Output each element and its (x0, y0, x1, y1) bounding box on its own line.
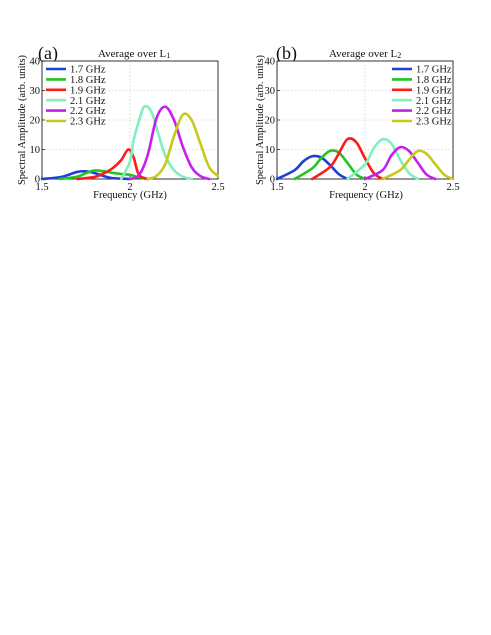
panel-a-title-sub: 1 (166, 51, 170, 60)
legend-label: 2.3 GHz (416, 117, 452, 128)
x-tick-label: 2.5 (446, 182, 459, 193)
panel-b-x-axis-label: Frequency (GHz) (329, 190, 403, 201)
panel-a: (a) Average over L1 Spectral Amplitude (… (17, 43, 225, 201)
panel-b: (b) Average over L2 Spectral Amplitude (… (255, 43, 460, 201)
panel-b-title-main: Average over L (329, 48, 397, 60)
series-line-2-2-ghz (128, 105, 211, 181)
y-tick-label: 40 (265, 57, 276, 68)
legend-label: 2.1 GHz (416, 96, 452, 107)
panel-a-series (40, 104, 220, 181)
panel-b-label: (b) (276, 43, 297, 64)
panel-a-title-main: Average over L (98, 48, 166, 60)
legend-label: 2.1 GHz (70, 96, 106, 107)
series-line-2-3-ghz (381, 149, 455, 181)
panel-a-title: Average over L1 (98, 48, 170, 60)
y-tick-label: 20 (265, 116, 276, 127)
panel-b-title-sub: 2 (397, 51, 401, 60)
x-tick-label: 2 (127, 182, 132, 193)
legend-label: 1.8 GHz (70, 75, 106, 86)
series-line-1-7-ghz (40, 169, 132, 181)
legend-label: 1.9 GHz (416, 85, 452, 96)
series-line-1-9-ghz (310, 137, 384, 181)
y-tick-label: 0 (35, 175, 40, 186)
legend-label: 1.7 GHz (416, 65, 452, 76)
panel-b-title: Average over L2 (329, 48, 401, 60)
panel-a-y-axis-label: Spectral Amplitude (arb. units) (17, 54, 28, 185)
panel-b-y-axis-label: Spectral Amplitude (arb. units) (255, 54, 266, 185)
panel-b-ticks: 0 10 20 30 40 1.5 2 2.5 (265, 57, 460, 194)
y-tick-label: 0 (270, 175, 275, 186)
y-tick-label: 30 (30, 86, 41, 97)
series-line-2-3-ghz (146, 112, 220, 181)
legend-label: 2.2 GHz (416, 106, 452, 117)
y-tick-label: 40 (30, 57, 41, 68)
panel-a-x-axis-label: Frequency (GHz) (93, 190, 167, 201)
legend-label: 1.9 GHz (70, 85, 106, 96)
x-tick-label: 2 (362, 182, 367, 193)
legend-label: 1.8 GHz (416, 75, 452, 86)
y-tick-label: 30 (265, 86, 276, 97)
series-line-1-9-ghz (75, 148, 149, 181)
series-line-2-2-ghz (363, 145, 437, 181)
x-tick-label: 1.5 (270, 182, 283, 193)
legend-label: 1.7 GHz (70, 65, 106, 76)
panel-a-label: (a) (38, 43, 58, 64)
series-line-2-1-ghz (119, 104, 193, 181)
series-line-1-7-ghz (275, 154, 349, 181)
x-tick-label: 2.5 (211, 182, 224, 193)
y-tick-label: 10 (30, 145, 41, 156)
panel-b-series (275, 137, 455, 181)
y-tick-label: 20 (30, 116, 41, 127)
series-line-2-1-ghz (346, 137, 420, 181)
legend-label: 2.3 GHz (70, 117, 106, 128)
x-tick-label: 1.5 (35, 182, 48, 193)
legend-label: 2.2 GHz (70, 106, 106, 117)
y-tick-label: 10 (265, 145, 276, 156)
